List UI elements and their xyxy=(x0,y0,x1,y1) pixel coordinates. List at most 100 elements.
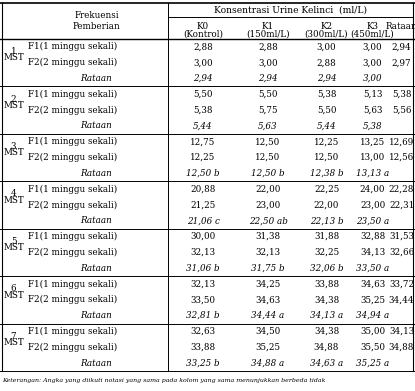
Text: F2(2 minggu sekali): F2(2 minggu sekali) xyxy=(28,201,117,210)
Text: 34,63: 34,63 xyxy=(360,280,385,289)
Text: 4: 4 xyxy=(11,189,16,199)
Text: 5,50: 5,50 xyxy=(317,106,336,115)
Text: Rataan: Rataan xyxy=(81,264,112,273)
Text: 7: 7 xyxy=(11,332,16,341)
Text: 31,53: 31,53 xyxy=(389,232,414,241)
Text: MST: MST xyxy=(3,148,24,157)
Text: 20,88: 20,88 xyxy=(190,185,216,194)
Text: F2(2 minggu sekali): F2(2 minggu sekali) xyxy=(28,153,117,162)
Text: 33,72: 33,72 xyxy=(389,280,414,289)
Text: Rataan: Rataan xyxy=(81,216,112,225)
Text: Rataan: Rataan xyxy=(81,169,112,178)
Text: 12,50 b: 12,50 b xyxy=(251,169,285,178)
Text: 23,50 a: 23,50 a xyxy=(356,216,389,225)
Text: 5,50: 5,50 xyxy=(258,90,278,99)
Text: 2,94: 2,94 xyxy=(317,74,336,83)
Text: 22,50 ab: 22,50 ab xyxy=(249,216,288,225)
Text: 3,00: 3,00 xyxy=(317,42,336,51)
Text: F2(2 minggu sekali): F2(2 minggu sekali) xyxy=(28,343,117,352)
Text: 12,56: 12,56 xyxy=(389,153,414,162)
Text: 5,38: 5,38 xyxy=(317,90,336,99)
Text: 2,97: 2,97 xyxy=(392,58,411,67)
Text: 5,38: 5,38 xyxy=(193,106,213,115)
Text: F2(2 minggu sekali): F2(2 minggu sekali) xyxy=(28,295,117,305)
Text: F2(2 minggu sekali): F2(2 minggu sekali) xyxy=(28,106,117,115)
Text: MST: MST xyxy=(3,243,24,252)
Text: Rataan: Rataan xyxy=(386,22,415,31)
Text: 23,00: 23,00 xyxy=(360,201,385,210)
Text: 34,25: 34,25 xyxy=(255,280,281,289)
Text: MST: MST xyxy=(3,291,24,300)
Text: 34,38: 34,38 xyxy=(314,327,339,336)
Text: K2: K2 xyxy=(320,22,332,31)
Text: K0: K0 xyxy=(197,22,209,31)
Text: 32,88: 32,88 xyxy=(360,232,385,241)
Text: 24,00: 24,00 xyxy=(360,185,385,194)
Text: K1: K1 xyxy=(262,22,274,31)
Text: 21,06 c: 21,06 c xyxy=(187,216,220,225)
Text: 33,50 a: 33,50 a xyxy=(356,264,389,273)
Text: 13,25: 13,25 xyxy=(360,137,385,146)
Text: 5,44: 5,44 xyxy=(317,122,336,131)
Text: 22,00: 22,00 xyxy=(255,185,281,194)
Text: F1(1 minggu sekali): F1(1 minggu sekali) xyxy=(28,185,117,194)
Text: 3,00: 3,00 xyxy=(258,58,278,67)
Text: 22,00: 22,00 xyxy=(314,201,339,210)
Text: 12,50 b: 12,50 b xyxy=(186,169,220,178)
Text: 22,25: 22,25 xyxy=(314,185,339,194)
Text: 34,44: 34,44 xyxy=(389,295,414,304)
Text: F1(1 minggu sekali): F1(1 minggu sekali) xyxy=(28,90,117,99)
Text: F1(1 minggu sekali): F1(1 minggu sekali) xyxy=(28,137,117,146)
Text: Rataan: Rataan xyxy=(81,74,112,83)
Text: 35,00: 35,00 xyxy=(360,327,385,336)
Text: 21,25: 21,25 xyxy=(190,201,216,210)
Text: 34,88 a: 34,88 a xyxy=(251,359,285,368)
Text: 32,63: 32,63 xyxy=(190,327,215,336)
Text: 32,66: 32,66 xyxy=(389,248,414,257)
Text: F2(2 minggu sekali): F2(2 minggu sekali) xyxy=(28,248,117,257)
Text: 31,75 b: 31,75 b xyxy=(251,264,285,273)
Text: 5,56: 5,56 xyxy=(392,106,411,115)
Text: 12,69: 12,69 xyxy=(389,137,414,146)
Text: 32,13: 32,13 xyxy=(190,280,215,289)
Text: Konsentrasi Urine Kelinci  (ml/L): Konsentrasi Urine Kelinci (ml/L) xyxy=(214,5,367,14)
Text: 5,63: 5,63 xyxy=(363,106,382,115)
Text: 34,88: 34,88 xyxy=(389,343,414,352)
Text: 34,13 a: 34,13 a xyxy=(310,311,343,320)
Text: (Kontrol): (Kontrol) xyxy=(183,30,223,39)
Text: (300ml/L): (300ml/L) xyxy=(305,30,348,39)
Text: 34,88: 34,88 xyxy=(314,343,339,352)
Text: 34,63: 34,63 xyxy=(255,295,281,304)
Text: 2: 2 xyxy=(11,95,16,104)
Text: 12,25: 12,25 xyxy=(190,153,216,162)
Text: 12,75: 12,75 xyxy=(190,137,216,146)
Text: 6: 6 xyxy=(11,284,16,293)
Text: (450ml/L): (450ml/L) xyxy=(351,30,394,39)
Text: 12,38 b: 12,38 b xyxy=(310,169,343,178)
Text: 34,44 a: 34,44 a xyxy=(251,311,285,320)
Text: 33,88: 33,88 xyxy=(190,343,215,352)
Text: MST: MST xyxy=(3,54,24,63)
Text: MST: MST xyxy=(3,338,24,347)
Text: 3,00: 3,00 xyxy=(363,58,382,67)
Text: 35,50: 35,50 xyxy=(360,343,385,352)
Text: 13,00: 13,00 xyxy=(360,153,385,162)
Text: 32,25: 32,25 xyxy=(314,248,339,257)
Text: 32,06 b: 32,06 b xyxy=(310,264,343,273)
Text: 22,13 b: 22,13 b xyxy=(310,216,343,225)
Text: 3,00: 3,00 xyxy=(193,58,213,67)
Text: 2,94: 2,94 xyxy=(392,42,411,51)
Text: 34,63 a: 34,63 a xyxy=(310,359,343,368)
Text: 1: 1 xyxy=(11,47,16,56)
Text: 3: 3 xyxy=(11,142,16,151)
Text: 31,88: 31,88 xyxy=(314,232,339,241)
Text: Keterangan: Angka yang diikuti notasi yang sama pada kolom yang sama menunjukkan: Keterangan: Angka yang diikuti notasi ya… xyxy=(2,378,325,383)
Text: 32,13: 32,13 xyxy=(256,248,281,257)
Text: MST: MST xyxy=(3,101,24,110)
Text: 5,44: 5,44 xyxy=(193,122,213,131)
Text: F1(1 minggu sekali): F1(1 minggu sekali) xyxy=(28,280,117,289)
Text: 22,31: 22,31 xyxy=(389,201,414,210)
Text: 32,81 b: 32,81 b xyxy=(186,311,220,320)
Text: F1(1 minggu sekali): F1(1 minggu sekali) xyxy=(28,232,117,241)
Text: 3,00: 3,00 xyxy=(363,74,382,83)
